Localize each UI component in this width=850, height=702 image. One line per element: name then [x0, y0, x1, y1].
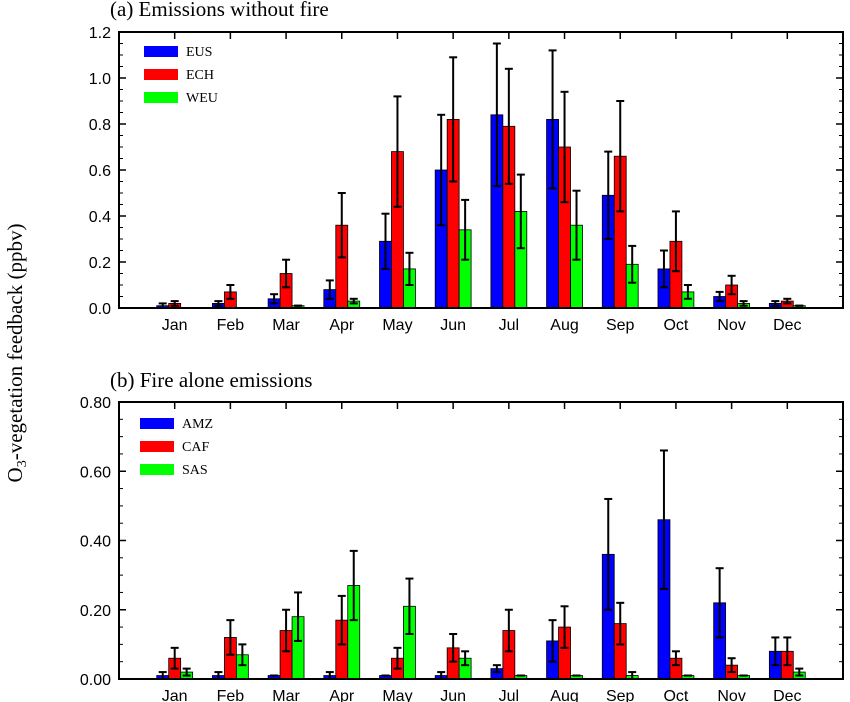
y-tick-label: 0.00	[80, 672, 111, 689]
y-tick-label: 0.2	[89, 255, 111, 272]
x-tick-label: Aug	[550, 688, 578, 702]
legend-label: ECH	[186, 68, 214, 83]
x-tick-label: Dec	[773, 317, 801, 334]
legend-label: WEU	[186, 91, 218, 106]
plot-frame	[118, 31, 844, 309]
x-tick-label: Oct	[663, 688, 688, 702]
chart-title: (b) Fire alone emissions	[110, 368, 312, 392]
x-tick-label: Feb	[217, 317, 245, 334]
x-tick-label: Apr	[329, 317, 355, 334]
x-tick-label: Feb	[217, 688, 245, 702]
x-tick-label: Aug	[550, 317, 578, 334]
x-tick-label: Jul	[499, 688, 519, 702]
x-tick-label: Jun	[440, 688, 466, 702]
y-tick-label: 0.6	[89, 163, 111, 180]
legend-label: EUS	[186, 45, 212, 60]
x-tick-label: Sep	[606, 688, 635, 702]
x-tick-label: Jan	[162, 317, 188, 334]
x-tick-label: Mar	[272, 688, 300, 702]
x-tick-label: May	[382, 317, 412, 334]
legend-swatch	[144, 92, 178, 103]
legend-label: CAF	[182, 440, 209, 455]
y-tick-label: 1.0	[89, 71, 111, 88]
legend-swatch	[144, 69, 178, 80]
x-tick-label: Jan	[162, 688, 188, 702]
y-tick-label: 0.20	[80, 603, 111, 620]
y-tick-label: 0.60	[80, 464, 111, 481]
panel-b: (b) Fire alone emissions 0.00 0.20 0.40 0.60…	[80, 368, 844, 702]
legend-label: AMZ	[182, 417, 213, 432]
y-tick-label: 0.4	[89, 209, 111, 226]
x-tick-label: Jul	[499, 317, 519, 334]
y-tick-label: 0.40	[80, 534, 111, 551]
x-tick-label: Nov	[717, 317, 745, 334]
legend-label: SAS	[182, 463, 208, 478]
chart-title: (a) Emissions without fire	[110, 0, 329, 21]
x-tick-label: Oct	[663, 317, 688, 334]
legend-swatch	[140, 464, 174, 475]
legend-swatch	[140, 441, 174, 452]
panel-a: (a) Emissions without fire 0.0 0.2 0.4 0.6 0.…	[89, 0, 844, 334]
x-tick-label: Sep	[606, 317, 635, 334]
x-tick-label: Jun	[440, 317, 466, 334]
plot-frame	[118, 401, 844, 680]
x-tick-label: Mar	[272, 317, 300, 334]
y-axis-label: O3-vegetation feedback (ppbv)	[3, 224, 30, 483]
x-tick-label: Dec	[773, 688, 801, 702]
y-tick-label: 0.80	[80, 395, 111, 412]
x-tick-label: Nov	[717, 688, 745, 702]
y-tick-label: 1.2	[89, 25, 111, 42]
x-tick-label: May	[382, 688, 412, 702]
legend-swatch	[144, 46, 178, 57]
y-tick-label: 0.0	[89, 301, 111, 318]
legend-swatch	[140, 418, 174, 429]
x-tick-label: Apr	[329, 688, 355, 702]
y-tick-label: 0.8	[89, 117, 111, 134]
